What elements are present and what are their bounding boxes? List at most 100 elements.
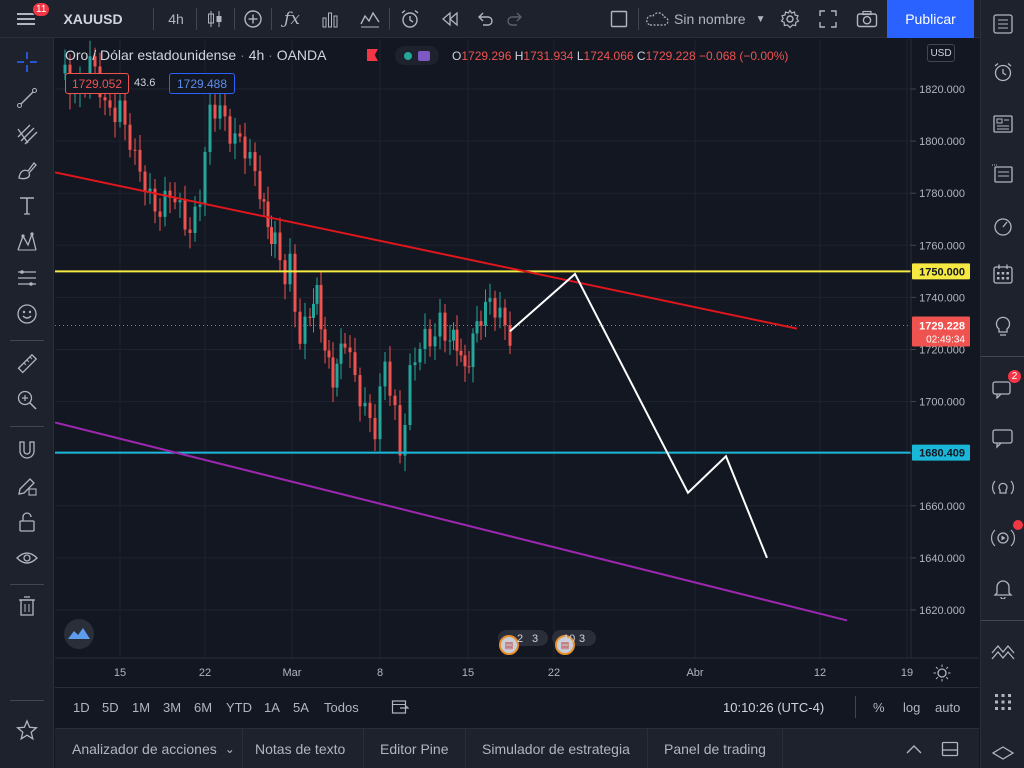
pattern-tool[interactable] bbox=[11, 226, 43, 258]
layers-button[interactable] bbox=[987, 740, 1019, 768]
candle-body bbox=[373, 418, 377, 440]
expand-panel-button[interactable] bbox=[900, 729, 928, 768]
layers-icon bbox=[991, 746, 1015, 760]
indicators-button[interactable]: ƒx bbox=[276, 0, 308, 38]
event-marker-1[interactable]: ▤ 2 3 bbox=[498, 630, 548, 655]
buy-button[interactable]: 1729.488 bbox=[169, 73, 235, 94]
chart-legend[interactable]: Oro / Dólar estadounidense · 4h · OANDA bbox=[65, 47, 327, 63]
auto-toggle[interactable]: auto bbox=[935, 699, 961, 715]
hide-drawings-tool[interactable] bbox=[11, 542, 43, 574]
price-chart[interactable]: 1820.000 1800.000 1780.000 1760.000 1740.000… bbox=[55, 39, 979, 686]
watchlist-button[interactable] bbox=[987, 8, 1019, 40]
measure-tool[interactable] bbox=[11, 348, 43, 380]
trend-line-tool[interactable] bbox=[11, 82, 43, 114]
order-panel-button[interactable] bbox=[987, 686, 1019, 718]
sell-button[interactable]: 1729.052 bbox=[65, 73, 129, 94]
chart-type-button[interactable] bbox=[200, 0, 230, 38]
price-axis[interactable]: 1820.000 1800.000 1780.000 1760.000 1740.000… bbox=[911, 84, 970, 617]
object-tree-button[interactable] bbox=[987, 158, 1019, 190]
stay-in-drawing-tool[interactable] bbox=[11, 470, 43, 502]
depth-button[interactable] bbox=[987, 636, 1019, 668]
zoom-tool[interactable] bbox=[11, 384, 43, 416]
financials-button[interactable] bbox=[354, 0, 386, 38]
clock[interactable]: 10:10:26 (UTC-4) bbox=[723, 699, 825, 715]
open-label: O bbox=[452, 49, 462, 63]
range-button-1a[interactable]: 1A bbox=[264, 699, 280, 715]
chat-button[interactable]: 2 bbox=[987, 369, 1022, 404]
fibonacci-tool[interactable] bbox=[11, 118, 43, 150]
candle-body bbox=[383, 361, 387, 387]
log-toggle[interactable]: log bbox=[903, 699, 921, 715]
snapshot-button[interactable] bbox=[850, 0, 884, 38]
time-axis[interactable]: 15 22 Mar 8 15 22 Abr 12 19 bbox=[114, 667, 913, 679]
range-button-5d[interactable]: 5D bbox=[102, 699, 119, 715]
range-button-todos[interactable]: Todos bbox=[324, 699, 359, 715]
range-button-6m[interactable]: 6M bbox=[194, 699, 213, 715]
calendar-button[interactable] bbox=[987, 258, 1019, 290]
symbol-search-button[interactable]: XAUUSD bbox=[58, 0, 128, 38]
market-status-toggle[interactable] bbox=[395, 46, 439, 65]
cyan-level-label-text: 1680.409 bbox=[919, 448, 965, 460]
settings-button[interactable] bbox=[774, 0, 806, 38]
tab-stock-screener[interactable]: Analizador de acciones ⌄ bbox=[55, 729, 243, 768]
tab-text-notes[interactable]: Notas de texto bbox=[243, 729, 364, 768]
prediction-tool[interactable] bbox=[11, 262, 43, 294]
candle-body bbox=[208, 104, 212, 152]
crosshair-icon bbox=[17, 52, 37, 72]
range-button-ytd[interactable]: YTD bbox=[226, 699, 252, 715]
candle-body bbox=[163, 190, 167, 217]
icons-tool[interactable] bbox=[11, 298, 43, 330]
remove-drawings-tool[interactable] bbox=[11, 590, 43, 622]
fullscreen-button[interactable] bbox=[812, 0, 844, 38]
notifications-button[interactable] bbox=[987, 572, 1019, 604]
candle-body bbox=[413, 362, 417, 366]
compare-button[interactable] bbox=[238, 0, 268, 38]
select-layout-button[interactable] bbox=[604, 0, 634, 38]
templates-button[interactable] bbox=[314, 0, 346, 38]
brush-tool[interactable] bbox=[11, 154, 43, 186]
replay-button[interactable] bbox=[434, 0, 466, 38]
publish-button[interactable]: Publicar bbox=[887, 0, 974, 38]
maximize-panel-button[interactable] bbox=[935, 729, 965, 768]
range-button-1m[interactable]: 1M bbox=[132, 699, 151, 715]
messages-button[interactable] bbox=[987, 422, 1019, 454]
hotlists-button[interactable] bbox=[987, 210, 1019, 242]
alert-button[interactable] bbox=[394, 0, 426, 38]
axis-settings-button[interactable] bbox=[933, 664, 951, 682]
event-marker-2[interactable]: ▤ 10 3 bbox=[552, 630, 596, 655]
range-button-5a[interactable]: 5A bbox=[293, 699, 309, 715]
tab-trading-panel[interactable]: Panel de trading bbox=[648, 729, 783, 768]
magnet-tool[interactable] bbox=[11, 434, 43, 466]
layout-name-button[interactable]: Sin nombre ▼ bbox=[644, 0, 770, 38]
redo-button[interactable] bbox=[500, 0, 530, 38]
menu-button[interactable]: 11 bbox=[6, 0, 51, 38]
candle-body bbox=[218, 105, 222, 119]
camera-icon bbox=[856, 10, 878, 28]
currency-button[interactable]: USD bbox=[927, 44, 955, 62]
go-to-date-button[interactable] bbox=[387, 688, 413, 726]
news-button[interactable] bbox=[987, 108, 1019, 140]
tab-pine-editor[interactable]: Editor Pine bbox=[364, 729, 466, 768]
tab-strategy-tester[interactable]: Simulador de estrategia bbox=[466, 729, 648, 768]
percent-toggle[interactable]: % bbox=[873, 699, 885, 715]
streams-button[interactable] bbox=[987, 472, 1019, 504]
live-button[interactable] bbox=[987, 520, 1023, 554]
lock-drawings-tool[interactable] bbox=[11, 506, 43, 538]
time-tick-label: 15 bbox=[462, 667, 474, 679]
favorites-tool[interactable] bbox=[11, 714, 43, 746]
gauge-icon bbox=[994, 218, 1012, 236]
text-tool[interactable] bbox=[11, 190, 43, 222]
crosshair-tool[interactable] bbox=[11, 46, 43, 78]
tradingview-logo[interactable] bbox=[64, 619, 94, 649]
candle-body bbox=[488, 298, 492, 302]
interval-button[interactable]: 4h bbox=[160, 0, 192, 38]
ideas-button[interactable] bbox=[987, 310, 1019, 342]
undo-button[interactable] bbox=[470, 0, 500, 38]
flag-icon[interactable] bbox=[367, 49, 378, 61]
channel-line bbox=[55, 421, 848, 622]
range-button-3m[interactable]: 3M bbox=[163, 699, 182, 715]
chart-grid bbox=[55, 39, 911, 658]
price-tick-label: 1780.000 bbox=[919, 188, 965, 200]
alerts-button[interactable] bbox=[987, 56, 1019, 88]
range-button-1d[interactable]: 1D bbox=[73, 699, 90, 715]
